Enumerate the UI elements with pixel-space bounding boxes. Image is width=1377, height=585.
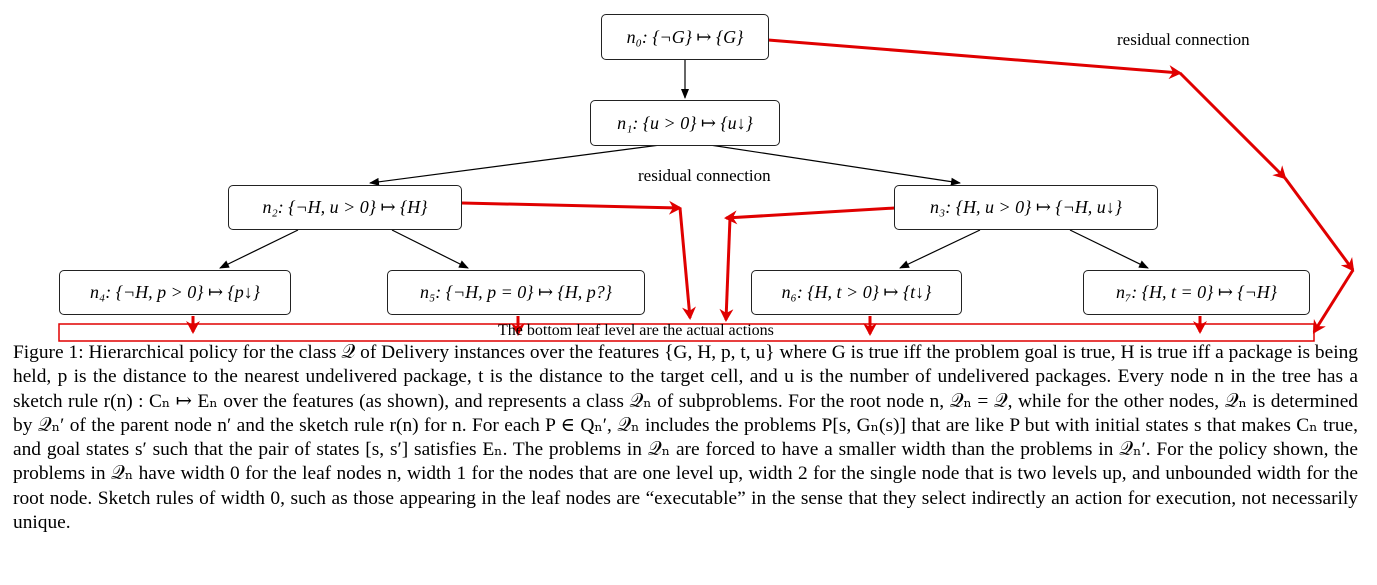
node-n1: n₁: {u > 0} ↦ {u↓} [590,100,780,146]
leaf-level-label: The bottom leaf level are the actual act… [498,322,774,339]
edge-n3-n7 [1069,229,1149,269]
residual-arrow-n2-a [461,200,682,215]
edge-n1-n2 [369,144,661,186]
residual-arrow-n0-a [767,38,1182,80]
node-n0: n₀: {¬G} ↦ {G} [601,14,769,60]
residual-arrow-n0-b [1178,71,1287,180]
node-n4: n₄: {¬H, p > 0} ↦ {p↓} [59,270,291,315]
edge-n3-n6 [899,229,981,269]
residual-arrow-n3-a [724,206,896,225]
residual-connection-label-middle: residual connection [638,166,771,185]
edge-n2-n5 [391,229,469,269]
residual-connection-label-top: residual connection [1117,30,1250,49]
residual-arrow-n3-b [719,217,734,322]
residual-arrow-n0-d [1312,269,1355,334]
node-n7: n₇: {H, t = 0} ↦ {¬H} [1083,270,1310,315]
residual-arrow-n0-c [1283,177,1355,272]
node-n2: n₂: {¬H, u > 0} ↦ {H} [228,185,462,230]
node-n3: n₃: {H, u > 0} ↦ {¬H, u↓} [894,185,1158,230]
edge-n2-n4 [219,229,299,269]
edge-n1-n3 [709,144,961,186]
node-n5: n₅: {¬H, p = 0} ↦ {H, p?} [387,270,645,315]
figure-caption: Figure 1: Hierarchical policy for the cl… [13,342,1358,534]
residual-arrow-n2-b [678,207,696,320]
node-n6: n₆: {H, t > 0} ↦ {t↓} [751,270,962,315]
